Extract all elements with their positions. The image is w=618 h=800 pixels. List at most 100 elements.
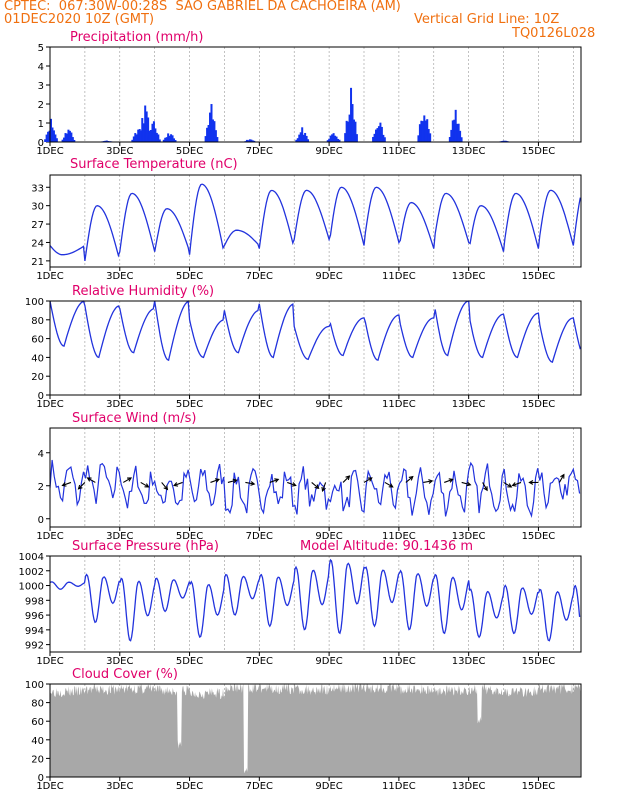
y-tick-label: 4 [38,449,44,460]
precip-bar [329,135,332,142]
precip-bar [382,134,385,142]
wind-vector-head [173,482,179,487]
wind-vector-head [214,478,221,483]
wind-vector [62,481,72,487]
x-tick-label: 3DEC [106,146,133,157]
panel-title: Surface Temperature (nC) [70,157,238,172]
precip-bar [151,123,154,142]
x-tick-label: 13DEC [452,656,486,667]
precip-bar [47,131,50,142]
wind-vector [461,481,471,486]
precip-bar [376,128,379,142]
run-date: 01DEC2020 10Z (GMT) [4,12,155,27]
precip-bar [44,139,47,142]
wind-vector [78,482,86,490]
wind-vector-head [560,473,565,479]
precip-bar [251,140,254,142]
precip-bar [457,123,460,142]
wind-vector [140,481,149,488]
temperature-line [49,183,581,261]
y-tick-label: 80 [31,699,44,710]
precip-bar [167,133,170,142]
wind-vector-head [250,481,256,486]
precip-bar [451,120,454,142]
precip-bar [247,140,250,142]
precip-bar [427,129,430,142]
x-tick-label: 7DEC [246,781,273,792]
precip-bar [55,138,58,142]
precip-bar [250,139,253,142]
y-tick-label: 60 [31,335,44,346]
wind-vector-head [345,475,351,481]
precip-bar [144,105,147,142]
precip-bar [168,135,171,142]
wind-vector-head [77,484,83,490]
wind-vector-head [448,478,454,483]
precip-bar [211,119,214,142]
precip-bar [418,124,421,142]
precip-bar [147,137,150,142]
precip-bar [139,130,142,142]
y-tick-label: 21 [31,257,44,268]
wind-vector-head [274,478,280,483]
x-tick-label: 13DEC [452,271,486,282]
x-tick-label: 1DEC [36,656,63,667]
precip-bar [301,127,304,142]
x-tick-label: 5DEC [176,781,203,792]
precip-bar [71,137,74,142]
precip-bar [63,137,66,142]
precip-bar [429,133,432,142]
x-tick-label: 5DEC [176,656,203,667]
precip-bar [448,136,451,142]
wind-vector-head [163,485,169,491]
humidity-line [49,300,581,363]
y-tick-label: 994 [25,626,44,637]
y-tick-label: 40 [31,736,44,747]
y-tick-label: 1004 [19,552,44,563]
precip-bar [334,135,337,142]
panel-bg [50,428,581,527]
x-tick-label: 11DEC [382,656,416,667]
y-tick-label: 5 [38,43,44,54]
x-tick-label: 7DEC [246,271,273,282]
panel-title: Relative Humidity (%) [72,284,214,299]
precip-bar [344,133,347,142]
wind-vector-head [321,486,326,492]
y-tick-label: 4 [38,62,44,73]
wind-vector [122,477,132,483]
precip-bar [253,140,256,142]
precip-bar [347,121,350,142]
precip-bar [420,120,423,142]
x-tick-label: 11DEC [382,531,416,542]
x-tick-label: 15DEC [522,399,556,410]
station-header: CPTEC: 067:30W-00:28S SAO GABRIEL DA CAC… [4,0,401,14]
y-tick-label: 0 [38,138,44,149]
x-tick-label: 9DEC [315,146,342,157]
precip-bar [174,140,177,142]
y-tick-label: 1000 [19,582,44,593]
precip-bar [142,123,145,142]
precip-bar [417,135,420,142]
precip-bar [173,138,176,142]
precip-bar [149,129,152,142]
precip-bar [245,139,248,142]
precip-bar [210,104,213,142]
precip-bar [154,128,157,142]
precip-bar [421,121,424,142]
precip-bar [326,140,329,142]
x-tick-label: 15DEC [522,146,556,157]
x-tick-label: 15DEC [522,531,556,542]
precip-bar [73,139,76,142]
x-tick-label: 11DEC [382,146,416,157]
precip-bar [145,111,148,142]
wind-vector-head [483,486,488,492]
pressure-line [49,558,581,642]
wind-vector-head [408,475,414,481]
precip-bar [132,136,135,142]
precip-bar [332,133,335,142]
precip-bar [423,115,426,142]
y-tick-label: 2 [38,482,44,493]
model-code: TQ0126L028 [512,26,596,41]
precip-bar [372,136,375,142]
x-tick-label: 1DEC [36,531,63,542]
